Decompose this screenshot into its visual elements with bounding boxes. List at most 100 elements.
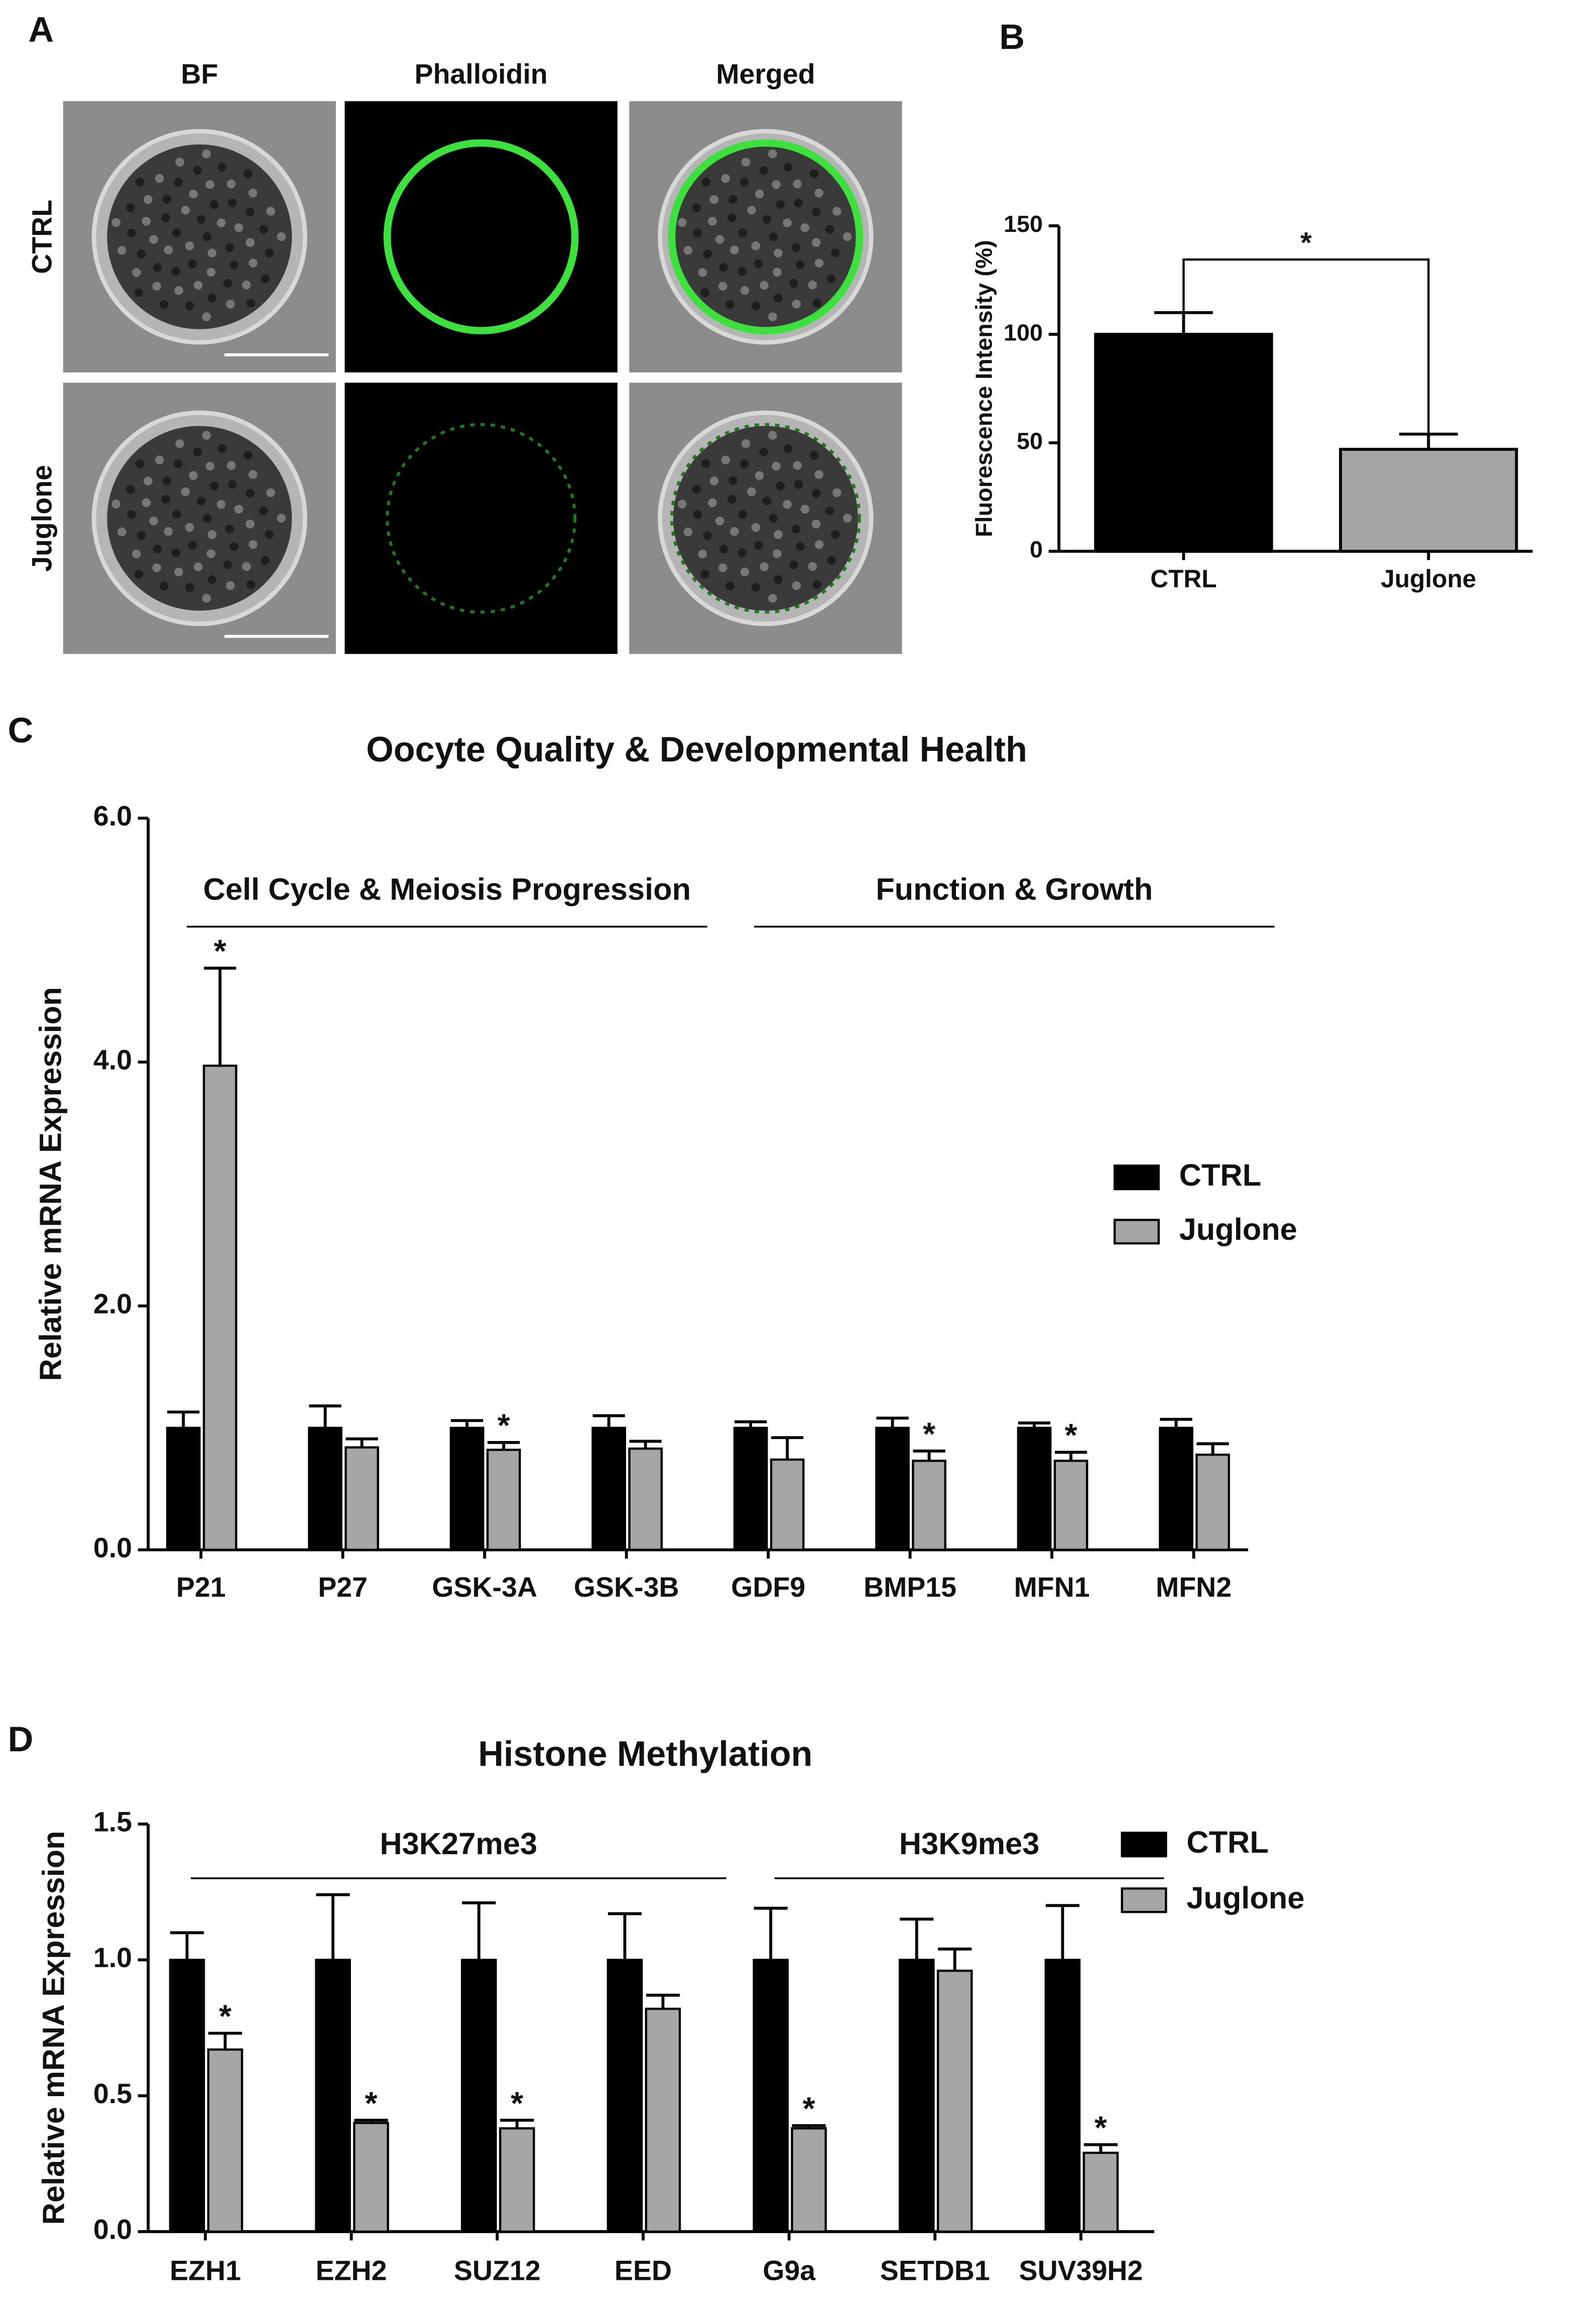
error-bar	[792, 2124, 826, 2129]
texture	[266, 488, 276, 497]
texture	[760, 281, 769, 290]
texture	[747, 206, 756, 215]
bar	[591, 1427, 626, 1551]
bar	[628, 1447, 663, 1551]
texture	[207, 248, 217, 257]
column-label: Merged	[716, 59, 815, 90]
texture	[152, 563, 161, 572]
micrograph	[63, 101, 336, 372]
y-tick-label: 150	[1004, 211, 1043, 237]
texture	[226, 461, 236, 470]
x-tick-label: SUZ12	[454, 2255, 541, 2286]
texture	[814, 188, 823, 198]
texture	[126, 485, 135, 494]
group-label: Cell Cycle & Meiosis Progression	[203, 871, 691, 906]
texture	[792, 300, 801, 309]
texture	[225, 243, 234, 252]
error-bar	[629, 1440, 662, 1449]
texture	[117, 527, 127, 537]
x-tick-label: EZH2	[316, 2255, 387, 2286]
texture	[202, 431, 211, 440]
bar	[169, 1959, 205, 2233]
texture	[700, 288, 709, 297]
texture	[759, 447, 768, 457]
significance-marker: *	[219, 1998, 231, 2034]
texture	[715, 235, 724, 244]
error-bar	[354, 2119, 388, 2123]
error-bar	[1083, 2143, 1118, 2153]
bar	[936, 1970, 973, 2233]
texture	[721, 174, 730, 183]
texture	[825, 506, 834, 515]
x-tick-label: GSK-3B	[574, 1572, 679, 1603]
texture	[831, 248, 840, 257]
texture	[740, 178, 749, 187]
texture	[265, 248, 274, 257]
bar	[461, 1959, 497, 2233]
texture	[751, 523, 760, 532]
chart-title: Histone Methylation	[478, 1734, 812, 1773]
x-tick-label: P27	[318, 1572, 368, 1603]
texture	[728, 195, 738, 204]
row-label: CTRL	[26, 200, 57, 274]
y-tick-label: 100	[1004, 319, 1043, 345]
bar	[1053, 1460, 1088, 1551]
texture	[725, 300, 735, 309]
texture	[117, 246, 127, 255]
texture	[210, 200, 219, 209]
texture	[751, 583, 761, 592]
bar	[166, 1427, 201, 1551]
texture	[247, 580, 256, 589]
texture	[226, 179, 236, 189]
texture	[774, 294, 783, 303]
panel-label: A	[29, 10, 54, 49]
texture	[809, 451, 819, 460]
texture	[741, 439, 751, 448]
legend-label: Juglone	[1186, 1880, 1304, 1915]
legend-label: Juglone	[1179, 1212, 1297, 1246]
bar	[1195, 1453, 1230, 1551]
significance-marker: *	[923, 1416, 935, 1452]
error-bar	[316, 1893, 350, 1960]
texture	[175, 158, 184, 167]
bar	[207, 2048, 243, 2233]
texture	[172, 228, 181, 237]
texture	[162, 476, 172, 485]
x-tick-label: Juglone	[1381, 565, 1476, 593]
texture	[774, 248, 783, 257]
texture	[185, 583, 194, 592]
texture	[795, 542, 805, 551]
bar	[308, 1427, 343, 1551]
texture	[751, 241, 760, 250]
error-bar	[1160, 1417, 1192, 1428]
micrograph	[629, 101, 902, 372]
texture	[774, 575, 783, 584]
texture	[768, 312, 777, 321]
texture	[196, 215, 206, 224]
texture	[814, 540, 824, 549]
bar	[353, 2122, 389, 2233]
legend-swatch	[1121, 1832, 1167, 1858]
texture	[196, 496, 206, 505]
texture	[776, 200, 785, 209]
texture	[193, 166, 202, 175]
texture	[709, 476, 719, 486]
texture	[229, 542, 238, 551]
texture	[171, 267, 181, 276]
texture	[808, 280, 817, 290]
texture	[223, 560, 232, 570]
texture	[229, 261, 238, 270]
texture	[175, 439, 184, 448]
error-bar	[204, 966, 236, 1066]
texture	[207, 294, 217, 303]
texture	[225, 525, 234, 534]
x-tick-label: SUV39H2	[1019, 2255, 1143, 2286]
texture	[709, 195, 719, 204]
texture	[207, 530, 217, 539]
texture	[769, 232, 778, 241]
texture	[793, 461, 802, 470]
texture	[265, 530, 274, 539]
texture	[693, 510, 702, 519]
row-label: Juglone	[26, 465, 57, 572]
error-bar	[592, 1414, 625, 1428]
